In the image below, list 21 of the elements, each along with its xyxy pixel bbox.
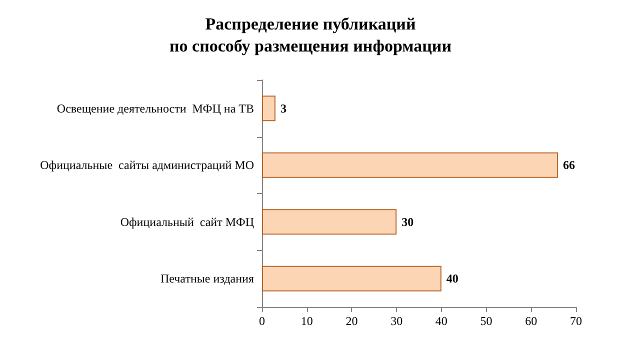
y-tick-label: Освещение деятельности МФЦ на ТВ: [56, 101, 254, 116]
y-tick-label: Печатные издания: [160, 272, 254, 286]
y-tick-label: Официальный сайт МФЦ: [120, 214, 254, 229]
data-label: 40: [446, 272, 458, 286]
x-tick-label: 70: [570, 314, 582, 328]
data-label: 3: [280, 101, 286, 116]
x-tick-label: 20: [346, 314, 358, 328]
chart-title: Распределение публикаций по способу размещения информации: [169, 14, 452, 56]
x-tick-label: 30: [390, 314, 403, 328]
data-label: 30: [402, 214, 414, 229]
x-tick-label: 50: [480, 314, 492, 328]
x-tick-label: 40: [435, 314, 448, 328]
data-label: 66: [563, 158, 576, 172]
x-tick-label: 60: [525, 314, 538, 328]
bar: [262, 209, 397, 235]
y-tick-label: Официальные сайты администраций МО: [40, 158, 254, 172]
bar: [262, 152, 558, 178]
bar: [262, 266, 442, 292]
x-tick-label: 0: [259, 314, 265, 328]
bar: [262, 96, 276, 122]
x-tick-label: 10: [300, 314, 313, 328]
